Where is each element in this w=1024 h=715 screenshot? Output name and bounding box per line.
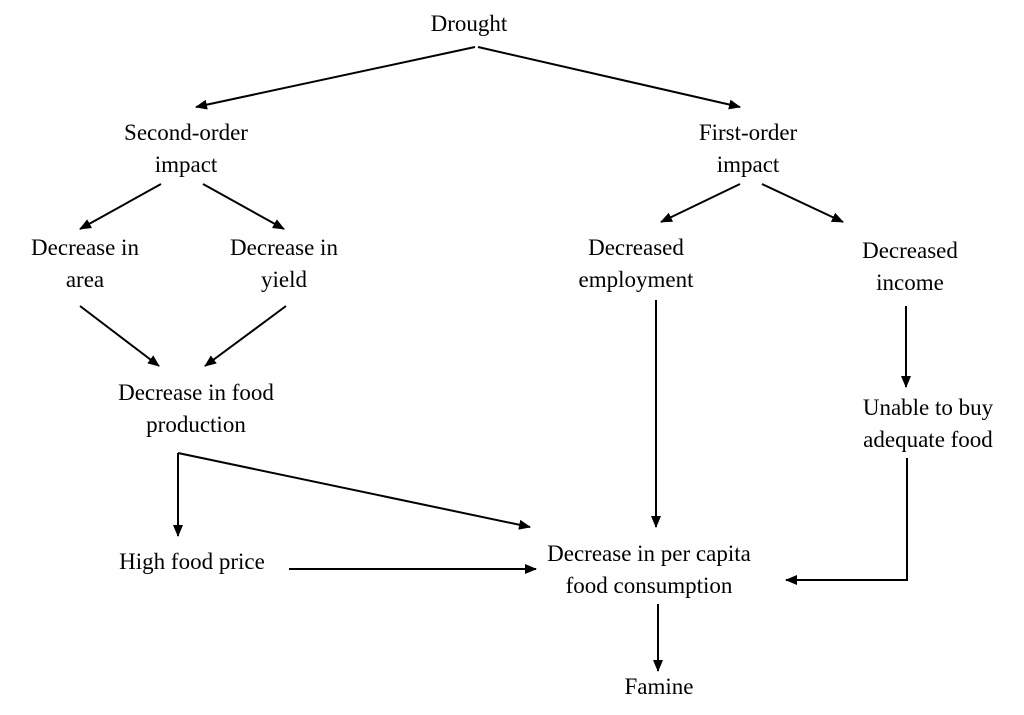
- node-label-line: food consumption: [565, 573, 733, 598]
- node-decrease-in-per-capita-food-consumption: Decrease in per capita food consumption: [547, 538, 751, 602]
- node-label-line: Decrease in: [31, 235, 139, 260]
- arrow-decrease-area-to-food-production: [79, 305, 160, 367]
- node-label-line: impact: [716, 152, 780, 177]
- node-label-line: Unable to buy: [862, 395, 994, 420]
- arrow-drought-to-second-order: [195, 46, 476, 110]
- node-label-line: production: [146, 412, 246, 437]
- node-second-order-impact: Second-order impact: [124, 117, 248, 181]
- node-decrease-in-yield: Decrease in yield: [230, 232, 338, 296]
- node-label-line: adequate food: [863, 427, 993, 452]
- node-label-line: Decrease in per capita: [547, 541, 751, 566]
- node-label-line: Decrease in: [230, 235, 338, 260]
- node-label-line: Famine: [624, 674, 694, 699]
- node-label-line: Decrease in food: [118, 380, 274, 405]
- node-unable-to-buy-adequate-food: Unable to buy adequate food: [863, 392, 993, 456]
- node-label-line: area: [65, 267, 105, 292]
- node-decrease-in-area: Decrease in area: [31, 232, 139, 296]
- node-famine: Famine: [625, 671, 694, 703]
- arrow-second-order-to-decrease-area: [79, 183, 162, 230]
- node-label-line: First-order: [698, 120, 798, 145]
- arrow-drought-to-first-order: [477, 46, 741, 110]
- node-decreased-income: Decreased income: [862, 235, 958, 299]
- arrow-unable-to-buy-to-consumption: [785, 458, 908, 585]
- node-label-line: Decreased: [862, 238, 958, 263]
- node-label-line: Drought: [430, 11, 508, 36]
- node-high-food-price: High food price: [119, 546, 265, 578]
- node-drought: Drought: [431, 8, 508, 40]
- node-decrease-in-food-production: Decrease in food production: [118, 377, 274, 441]
- node-decreased-employment: Decreased employment: [579, 232, 694, 296]
- node-label-line: Decreased: [588, 235, 684, 260]
- arrow-second-order-to-decrease-yield: [202, 183, 285, 230]
- node-label-line: High food price: [119, 549, 265, 574]
- arrow-first-order-to-decreased-employment: [660, 183, 741, 223]
- node-label-line: yield: [261, 267, 307, 292]
- arrow-food-production-to-consumption: [177, 452, 531, 530]
- node-label-line: employment: [578, 267, 694, 292]
- node-label-line: impact: [154, 152, 218, 177]
- arrow-first-order-to-decreased-income: [761, 183, 844, 223]
- node-first-order-impact: First-order impact: [699, 117, 797, 181]
- arrow-decrease-yield-to-food-production: [204, 305, 287, 367]
- node-label-line: Second-order: [124, 120, 248, 145]
- node-label-line: income: [876, 270, 944, 295]
